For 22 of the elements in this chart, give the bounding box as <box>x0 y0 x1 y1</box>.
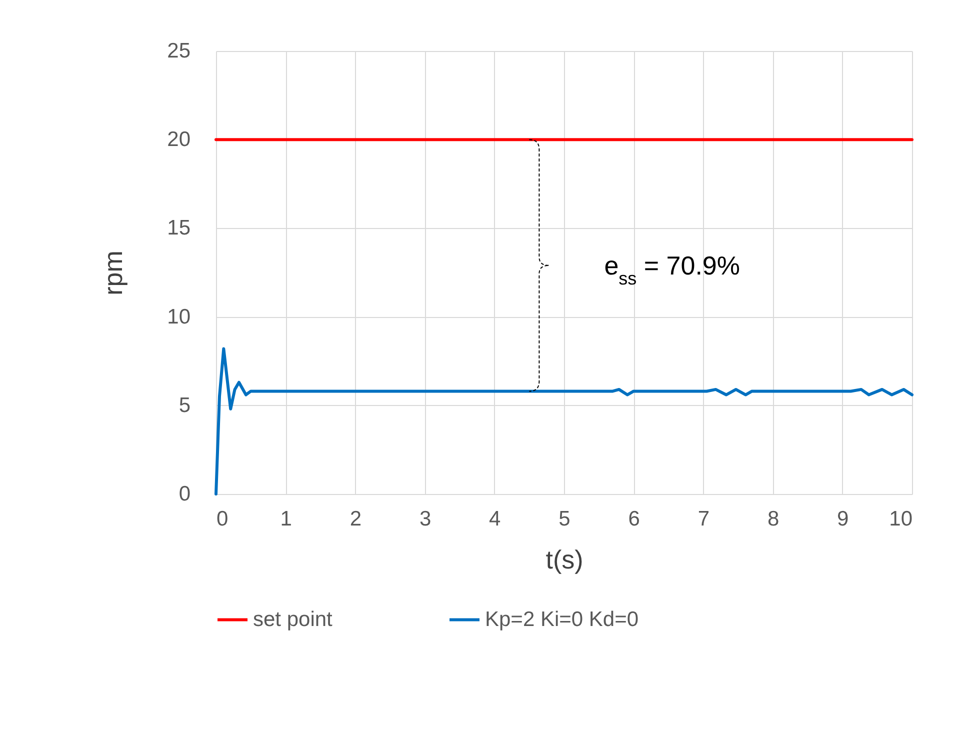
x-tick-label: 10 <box>889 508 912 530</box>
x-tick-label: 5 <box>558 508 570 530</box>
y-axis-title: rpm <box>98 250 128 296</box>
y-tick-label: 15 <box>167 216 190 240</box>
x-tick-label: 0 <box>216 508 228 530</box>
y-tick-label: 10 <box>167 305 190 328</box>
x-tick-label: 3 <box>419 508 432 530</box>
x-tick-label: 8 <box>767 508 780 530</box>
x-tick-label: 2 <box>350 508 362 530</box>
x-tick-label: 6 <box>628 508 640 530</box>
y-tick-label: 20 <box>167 128 190 152</box>
x-tick-label: 7 <box>698 508 710 530</box>
annotation: e$_{ss}$ = 70.9% <box>604 250 740 288</box>
x-tick-label: 4 <box>489 508 502 530</box>
x-tick-label: 9 <box>837 508 849 530</box>
y-tick-label: 0 <box>178 482 190 506</box>
y-tick-label: 5 <box>178 394 190 417</box>
x-tick-label: 1 <box>280 508 292 530</box>
x-axis-title: t(s) <box>546 544 584 574</box>
y-tick-label: 25 <box>167 40 190 62</box>
legend-label: Kp=2 Ki=0 Kd=0 <box>485 608 639 631</box>
legend-label: set point <box>253 608 333 631</box>
